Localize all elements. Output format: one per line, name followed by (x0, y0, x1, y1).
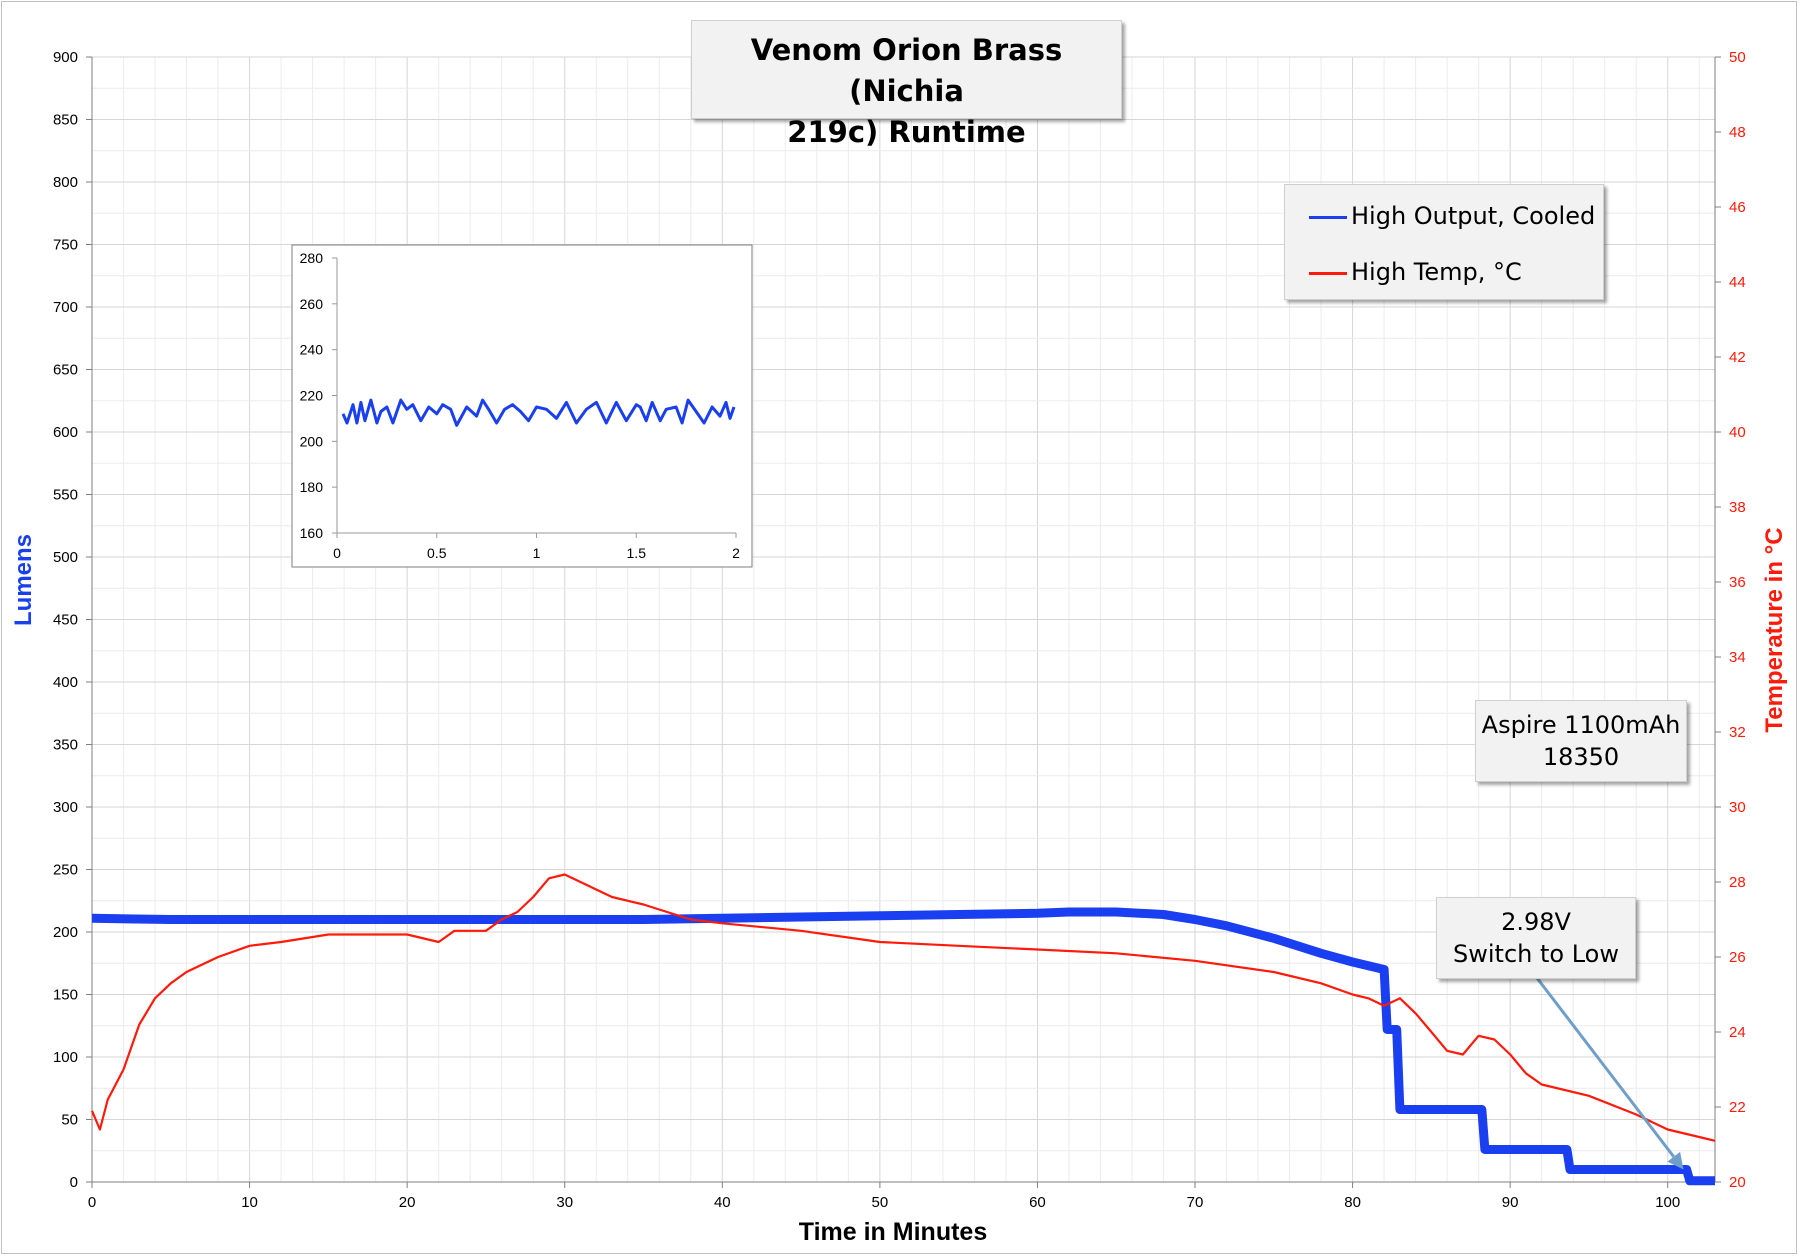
y-tick-label: 300 (53, 799, 78, 816)
x-axis-title: Time in Minutes (799, 1218, 987, 1246)
legend-swatch-temp (1309, 271, 1347, 275)
axes: 0 10 20 30 40 50 60 70 80 90 100050100150200250300… (53, 49, 1746, 1211)
y2-tick-label: 44 (1729, 274, 1746, 291)
inset-x-tick-label: 0 (333, 545, 341, 561)
battery-line-1: Aspire 1100mAh (1481, 711, 1681, 739)
y-axis-title: Lumens (10, 534, 37, 626)
y-tick-label: 850 (53, 112, 78, 129)
y-tick-label: 100 (53, 1049, 78, 1066)
y-tick-label: 0 (70, 1174, 78, 1191)
switch-line-2: Switch to Low (1453, 940, 1619, 968)
inset-y-tick-label: 280 (300, 250, 324, 266)
y2-tick-label: 42 (1729, 349, 1746, 366)
y-tick-label: 50 (61, 1112, 78, 1129)
legend: High Output, Cooled High Temp, °C (1284, 184, 1604, 300)
y2-tick-label: 36 (1729, 574, 1746, 591)
switch-line-1: 2.98V (1501, 908, 1571, 936)
y-tick-label: 600 (53, 424, 78, 441)
y-tick-label: 150 (53, 987, 78, 1004)
x-tick-label: 50 (872, 1194, 889, 1211)
y2-tick-label: 40 (1729, 424, 1746, 441)
series (90, 873, 1716, 1186)
chart-title-line-2: 219c) Runtime (787, 115, 1026, 149)
y-tick-label: 800 (53, 174, 78, 191)
x-tick-label: 30 (556, 1194, 573, 1211)
x-tick-label: 0 (88, 1194, 96, 1211)
x-tick-label: 70 (1187, 1194, 1204, 1211)
legend-swatch-output (1309, 215, 1347, 219)
y2-tick-label: 22 (1729, 1099, 1746, 1116)
y2-tick-label: 46 (1729, 199, 1746, 216)
y2-tick-label: 50 (1729, 49, 1746, 66)
y-tick-label: 400 (53, 674, 78, 691)
y-tick-label: 200 (53, 924, 78, 941)
legend-item-temp: High Temp, °C (1309, 257, 1522, 287)
y2-tick-label: 30 (1729, 799, 1746, 816)
switch-annotation: 2.98V Switch to Low (1436, 897, 1636, 979)
legend-label-temp: High Temp, °C (1351, 258, 1522, 286)
x-tick-label: 20 (399, 1194, 416, 1211)
y-tick-label: 550 (53, 487, 78, 504)
y-tick-label: 900 (53, 49, 78, 66)
inset-y-tick-label: 180 (300, 479, 324, 495)
battery-line-2: 18350 (1542, 743, 1620, 771)
legend-label-output: High Output, Cooled (1351, 202, 1596, 230)
y-tick-label: 500 (53, 549, 78, 566)
chart-title-line-1: Venom Orion Brass (Nichia (750, 33, 1063, 108)
y2-tick-label: 38 (1729, 499, 1746, 516)
y-tick-label: 250 (53, 862, 78, 879)
x-tick-label: 100 (1655, 1194, 1680, 1211)
y2-tick-label: 34 (1729, 649, 1746, 666)
y2-tick-label: 20 (1729, 1174, 1746, 1191)
y-tick-label: 650 (53, 362, 78, 379)
x-tick-label: 90 (1502, 1194, 1519, 1211)
inset-x-tick-label: 1 (533, 545, 541, 561)
arrow-head (1667, 1151, 1684, 1170)
y-tick-label: 750 (53, 237, 78, 254)
chart-title: Venom Orion Brass (Nichia 219c) Runtime (691, 20, 1122, 149)
x-tick-label: 80 (1344, 1194, 1361, 1211)
x-tick-label: 10 (241, 1194, 258, 1211)
x-tick-label: 40 (714, 1194, 731, 1211)
y2-tick-label: 24 (1729, 1024, 1746, 1041)
y2-axis-title: Temperature in °C (1761, 527, 1788, 732)
series-line-temperature (90, 873, 1716, 1142)
battery-annotation: Aspire 1100mAh 18350 (1475, 700, 1687, 782)
y-tick-label: 700 (53, 299, 78, 316)
arrow-shaft (1535, 977, 1675, 1158)
inset-x-tick-label: 2 (732, 545, 740, 561)
y2-tick-label: 32 (1729, 724, 1746, 741)
inset-y-tick-label: 160 (300, 525, 324, 541)
legend-item-output: High Output, Cooled (1309, 201, 1595, 231)
x-tick-label: 60 (1029, 1194, 1046, 1211)
inset-y-tick-label: 200 (300, 433, 324, 449)
inset-x-tick-label: 1.5 (627, 545, 647, 561)
y-tick-label: 350 (53, 737, 78, 754)
inset-series-line (341, 398, 736, 427)
inset-x-tick-label: 0.5 (427, 545, 447, 561)
y2-tick-label: 26 (1729, 949, 1746, 966)
annotation-arrow (1535, 977, 1684, 1170)
series-line-output (91, 907, 1715, 1186)
y-tick-label: 450 (53, 612, 78, 629)
y2-tick-label: 28 (1729, 874, 1746, 891)
inset-y-tick-label: 240 (300, 342, 324, 358)
inset-chart: 160 180 200 220 240 260 280 0 0.5 1 1.5 2 (291, 244, 753, 568)
inset-y-tick-label: 260 (300, 296, 324, 312)
inset-y-tick-label: 220 (300, 388, 324, 404)
y2-tick-label: 48 (1729, 124, 1746, 141)
